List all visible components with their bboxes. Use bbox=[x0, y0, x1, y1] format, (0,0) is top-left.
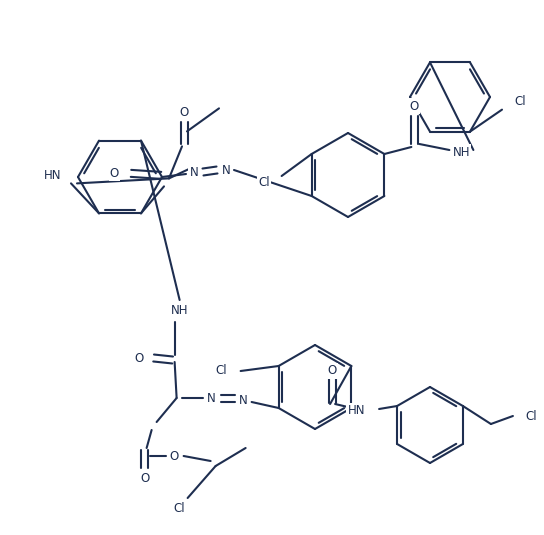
Text: O: O bbox=[110, 167, 119, 180]
Text: Cl: Cl bbox=[215, 364, 227, 378]
Text: Cl: Cl bbox=[525, 409, 536, 423]
Text: O: O bbox=[180, 106, 189, 119]
Text: O: O bbox=[410, 100, 419, 112]
Text: O: O bbox=[140, 471, 149, 485]
Text: O: O bbox=[134, 351, 144, 364]
Text: Cl: Cl bbox=[514, 95, 526, 108]
Text: NH: NH bbox=[453, 146, 470, 158]
Text: HN: HN bbox=[348, 404, 365, 417]
Text: O: O bbox=[169, 449, 178, 462]
Text: NH: NH bbox=[171, 303, 188, 317]
Text: N: N bbox=[221, 164, 230, 177]
Text: N: N bbox=[239, 394, 248, 407]
Text: O: O bbox=[327, 364, 337, 378]
Text: HN: HN bbox=[44, 169, 61, 182]
Text: Cl: Cl bbox=[174, 501, 186, 515]
Text: N: N bbox=[207, 392, 216, 404]
Text: N: N bbox=[190, 165, 199, 179]
Text: Cl: Cl bbox=[258, 175, 270, 188]
